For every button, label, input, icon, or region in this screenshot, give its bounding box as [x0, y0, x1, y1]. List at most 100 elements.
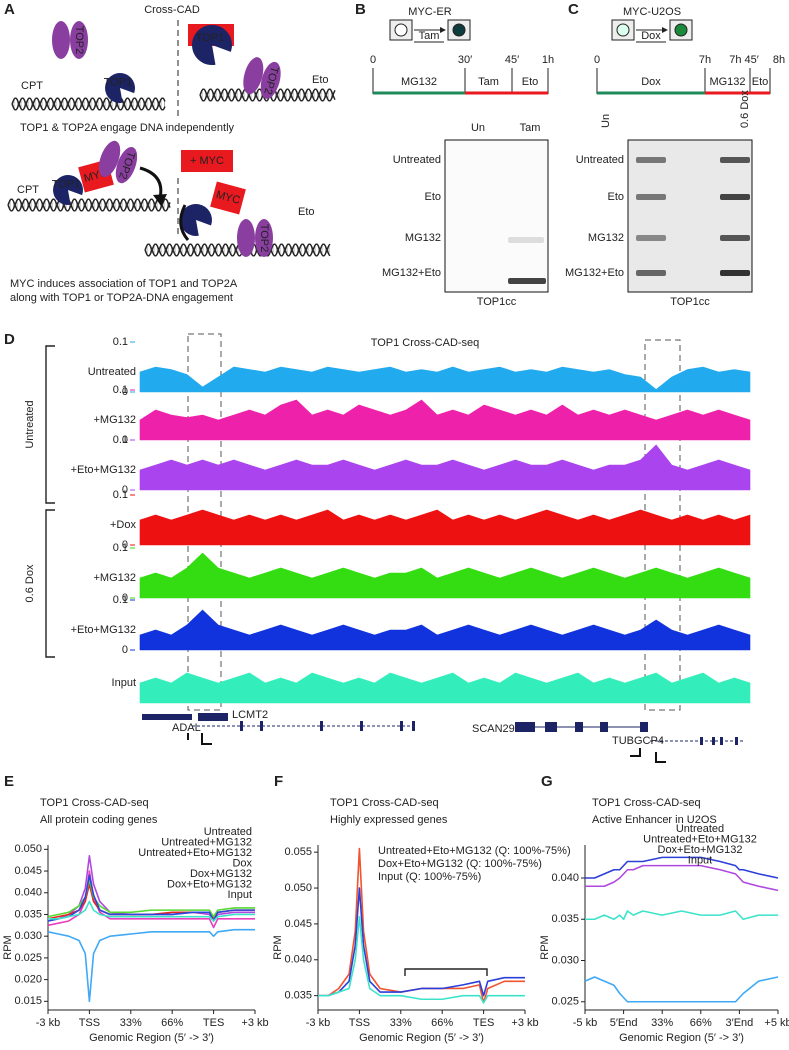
y-tick-label: 0.040 [284, 954, 312, 966]
x-tick-label: +5 kb [764, 1017, 789, 1029]
y-tick-label: 0.025 [14, 952, 42, 964]
label: MG132 [588, 232, 624, 244]
label: CPT [17, 184, 39, 196]
y-axis-label: RPM [272, 935, 284, 959]
arrowhead [153, 194, 167, 206]
label: TOP1cc [477, 296, 517, 308]
label: + MYC [190, 155, 224, 167]
label: TOP1 [52, 179, 81, 191]
tss-arrow [630, 748, 641, 757]
exon [575, 722, 583, 732]
track-name: +Dox [110, 519, 136, 531]
x-tick-label: +3 kb [511, 1017, 538, 1029]
label: Cross-CAD [144, 4, 200, 16]
group-bracket [45, 345, 55, 504]
label: 1h [542, 54, 554, 66]
group-label: 0.6 Dox [24, 564, 36, 602]
y-tick-label: 0.035 [551, 913, 579, 925]
top2-enzyme: TOP2 [243, 57, 281, 99]
label: 8h [773, 54, 785, 66]
label: TOP1 & TOP2A engage DNA independently [20, 122, 235, 134]
signal-track [139, 399, 751, 441]
y-tick-label: 0.040 [551, 872, 579, 884]
panel-label: B [355, 1, 366, 18]
blot-band [508, 278, 546, 284]
label: Tam [419, 30, 440, 42]
construct-dot [616, 23, 630, 37]
series-line [48, 900, 255, 922]
x-tick-label: TSS [349, 1017, 370, 1029]
label: MYC-ER [408, 6, 451, 18]
blot-band [720, 270, 750, 276]
blot-band [720, 157, 750, 163]
panel-label: G [541, 773, 553, 790]
track-scale: 0 [122, 644, 128, 656]
y-tick-label: 0.035 [284, 990, 312, 1002]
panel-label: F [274, 773, 283, 790]
top2-subunit [70, 21, 88, 59]
panel-label: C [568, 1, 579, 18]
x-tick-label: 5′End [610, 1017, 638, 1029]
label: Dox [641, 76, 661, 88]
signal-track [139, 672, 751, 704]
dna-strand [7, 198, 171, 212]
label: Eto [752, 76, 769, 88]
y-tick-label: 0.020 [14, 974, 42, 986]
dna-strand [199, 88, 336, 102]
exon [142, 714, 192, 720]
signal-track [139, 444, 751, 491]
gene-label: TUBGCP4 [612, 735, 664, 747]
exon [720, 737, 723, 745]
label: MYC-U2OS [623, 6, 681, 18]
x-axis-label: Genomic Region (5′ -> 3′) [359, 1032, 484, 1044]
x-tick-label: 66% [690, 1017, 712, 1029]
label: 7h 45′ [729, 54, 759, 66]
top2-enzyme: TOP2 [98, 140, 138, 184]
legend-entry: Untreated+Eto+MG132 [643, 833, 757, 845]
exon [600, 722, 608, 732]
series-line [318, 887, 525, 997]
blot [627, 139, 753, 293]
myc-box [210, 181, 246, 215]
exon [545, 722, 557, 732]
group-label: Untreated [24, 400, 36, 448]
group-bracket [45, 509, 55, 658]
legend-entry: Dox+Eto+MG132 (Q: 100%-75%) [378, 858, 542, 870]
track-name: +MG132 [94, 572, 137, 584]
tss-arrow [655, 752, 666, 763]
top2-subunit [255, 219, 273, 257]
chart-subtitle: All protein coding genes [40, 814, 158, 826]
track-scale: 0 [122, 386, 128, 398]
legend-entry: Dox+MG132 [190, 868, 252, 880]
top1-enzyme [53, 175, 84, 205]
y-axis-label: RPM [2, 935, 14, 959]
x-tick-label: 3′End [726, 1017, 754, 1029]
exon [412, 721, 415, 731]
dna-strand [144, 243, 331, 257]
legend-entry: Input [688, 854, 712, 866]
chart-subtitle: Highly expressed genes [330, 814, 448, 826]
x-tick-label: 33% [120, 1017, 142, 1029]
construct-dot [452, 23, 466, 37]
track-scale: 0.1 [113, 434, 128, 446]
blot-band [636, 270, 666, 276]
top2-subunit [260, 61, 281, 99]
track-scale: 0 [122, 539, 128, 551]
panel-label: D [4, 331, 15, 348]
label: Eto [607, 191, 624, 203]
track-name: +MG132 [94, 414, 137, 426]
x-tick-label: TSS [79, 1017, 100, 1029]
label: MG132 [401, 76, 437, 88]
blot-band [636, 235, 666, 241]
top2-label: TOP2 [73, 26, 85, 55]
label: 45′ [505, 54, 519, 66]
x-tick-label: +3 kb [241, 1017, 268, 1029]
gene-label: LCMT2 [232, 709, 268, 721]
dna-strand [11, 97, 166, 111]
label: 0 [594, 54, 600, 66]
blot [444, 139, 549, 293]
x-tick-label: -3 kb [306, 1017, 330, 1029]
series-line [585, 864, 779, 892]
track-scale: 0.1 [113, 336, 128, 348]
